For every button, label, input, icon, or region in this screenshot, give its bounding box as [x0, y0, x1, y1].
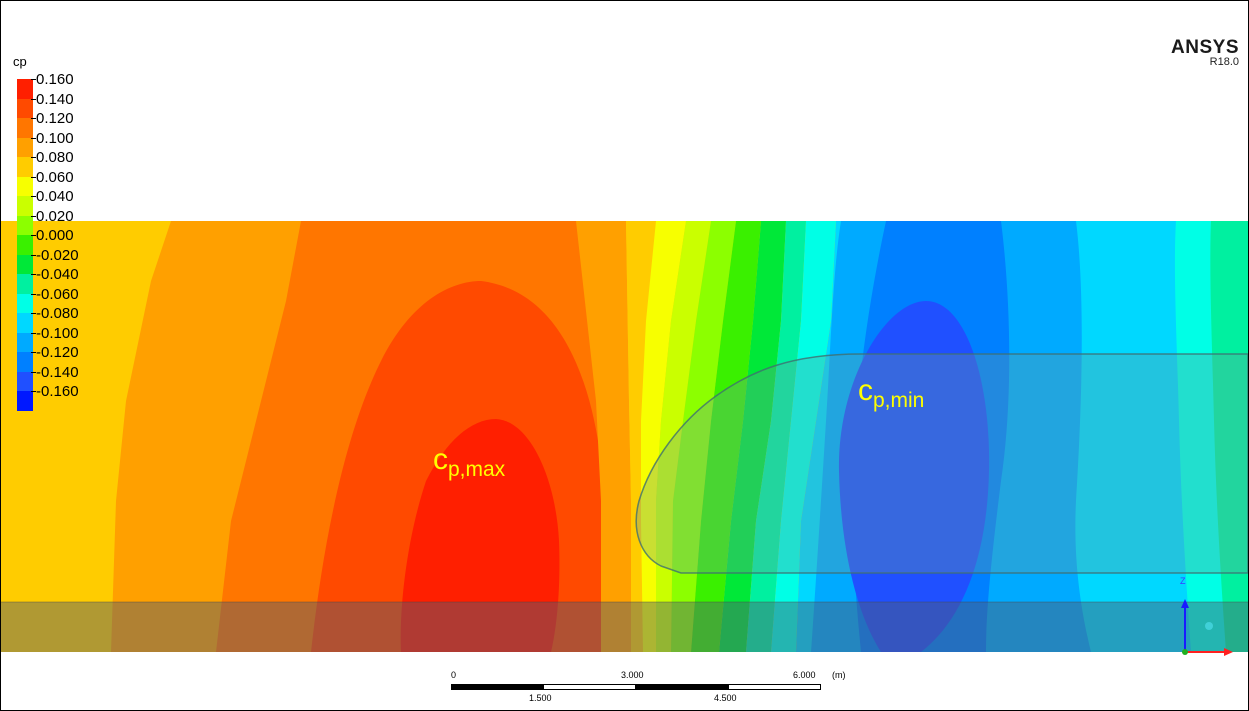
cp-min-base: c [858, 374, 873, 407]
legend-label: -0.060 [36, 285, 79, 303]
legend-swatch [17, 313, 33, 333]
legend-tick [31, 293, 36, 295]
legend-label: -0.080 [36, 305, 79, 322]
legend-swatch [17, 254, 33, 274]
scale-segment-1 [451, 684, 543, 690]
cp-min-annotation: cp,min [858, 376, 924, 416]
legend-label: -0.020 [36, 246, 79, 264]
legend-swatch [17, 118, 33, 138]
legend-title: cp [13, 54, 27, 69]
ansys-logo: ANSYS R18.0 [1171, 38, 1239, 68]
legend-swatch [17, 215, 33, 235]
scale-label-4500: 4.500 [714, 693, 737, 703]
legend-swatch [17, 293, 33, 313]
axis-z-label: Z [1180, 576, 1186, 586]
legend-tick [31, 98, 36, 100]
legend-tick [31, 176, 36, 178]
legend-swatch [17, 196, 33, 216]
legend-swatch [17, 371, 33, 391]
legend-label: -0.120 [36, 344, 79, 361]
legend-swatch [17, 391, 33, 411]
cp-max-subscript: p,max [448, 458, 506, 481]
scale-unit: (m) [832, 670, 846, 680]
legend-label: 0.160 [36, 71, 74, 88]
legend-tick [31, 391, 36, 392]
cp-max-annotation: cp,max [433, 445, 505, 485]
legend-tick [31, 313, 36, 314]
legend-colorbar [17, 79, 33, 411]
legend-swatch [17, 98, 33, 118]
legend-tick [31, 332, 36, 334]
brand-version: R18.0 [1209, 56, 1239, 68]
contour-field [1, 221, 1248, 652]
scale-label-6000: 6.000 [793, 670, 816, 680]
legend-label: 0.060 [36, 168, 74, 186]
legend-swatch [17, 176, 33, 196]
legend-label: 0.120 [36, 110, 74, 127]
legend-tick [31, 235, 36, 236]
scale-segment-2 [543, 684, 636, 690]
legend-label: 0.020 [36, 207, 74, 225]
legend-swatch [17, 274, 33, 294]
legend-tick [31, 137, 36, 139]
legend-label: 0.000 [36, 227, 74, 244]
cp-max-base: c [433, 443, 448, 476]
legend-tick [31, 79, 36, 80]
legend-swatch [17, 332, 33, 352]
legend-label: 0.080 [36, 149, 74, 166]
legend-tick [31, 254, 36, 256]
legend-swatch [17, 352, 33, 372]
scale-segment-4 [728, 684, 821, 690]
cp-min-subscript: p,min [873, 389, 925, 412]
legend-label: 0.140 [36, 90, 74, 108]
legend-swatch [17, 137, 33, 157]
legend-label: 0.100 [36, 129, 74, 147]
legend-tick [31, 118, 36, 119]
legend-tick [31, 215, 36, 217]
legend-swatch [17, 157, 33, 177]
scale-segment-3 [636, 684, 728, 690]
scale-label-0: 0 [451, 670, 457, 680]
legend-swatch [17, 79, 33, 99]
legend-tick [31, 352, 36, 353]
axis-triad[interactable] [1181, 599, 1233, 656]
legend-tick [31, 371, 36, 373]
legend-label: 0.040 [36, 188, 74, 205]
legend-tick [31, 196, 36, 197]
legend-label: -0.140 [36, 363, 79, 381]
scale-label-3000: 3.000 [621, 670, 644, 680]
legend-label: -0.100 [36, 324, 79, 342]
legend-tick [31, 157, 36, 158]
legend-label: -0.040 [36, 266, 79, 283]
brand-name: ANSYS [1171, 37, 1239, 58]
legend-tick [31, 274, 36, 275]
legend-label: -0.160 [36, 383, 79, 400]
scale-label-1500: 1.500 [529, 693, 552, 703]
legend-swatch [17, 235, 33, 255]
